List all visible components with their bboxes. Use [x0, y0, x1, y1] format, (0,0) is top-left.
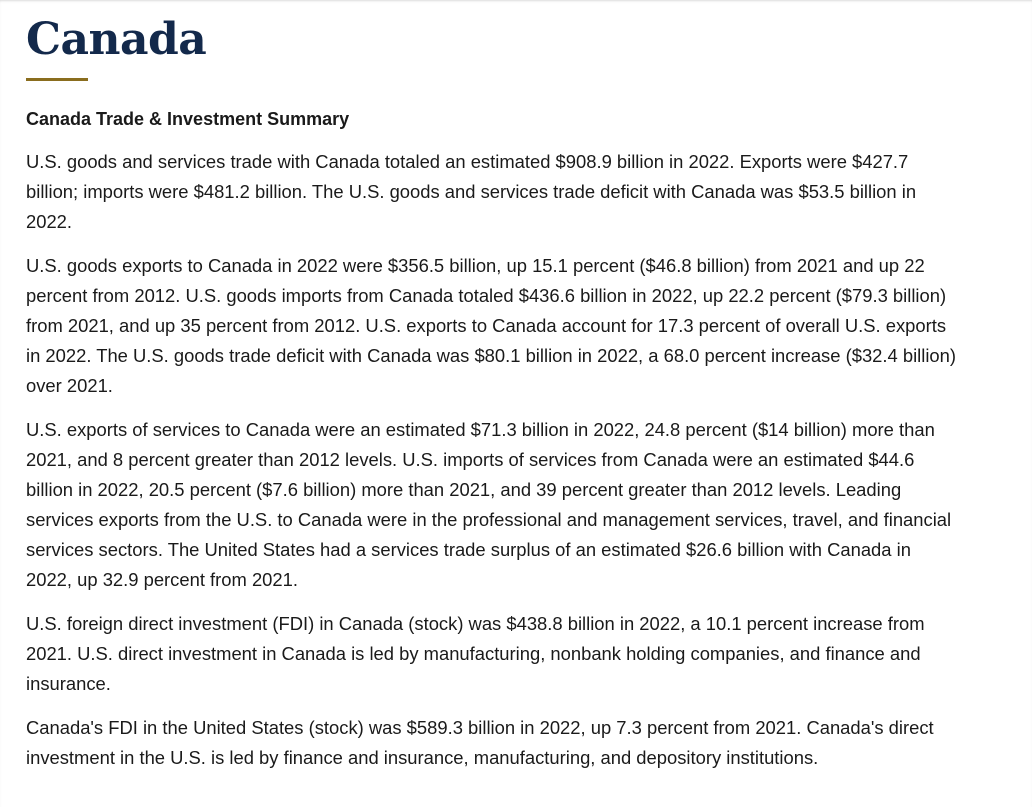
services-trade-paragraph: U.S. exports of services to Canada were …	[26, 419, 952, 590]
summary-heading: Canada Trade & Investment Summary	[26, 109, 350, 129]
main-content: Canada Canada Trade & Investment Summary…	[26, 0, 956, 773]
canada-fdi-paragraph: Canada's FDI in the United States (stock…	[26, 717, 934, 768]
title-underline-rule	[26, 78, 88, 81]
goods-trade-paragraph: U.S. goods exports to Canada in 2022 wer…	[26, 255, 956, 396]
us-fdi-paragraph: U.S. foreign direct investment (FDI) in …	[26, 613, 925, 694]
page-title: Canada	[26, 14, 207, 65]
trade-summary-paragraph: U.S. goods and services trade with Canad…	[26, 151, 917, 232]
